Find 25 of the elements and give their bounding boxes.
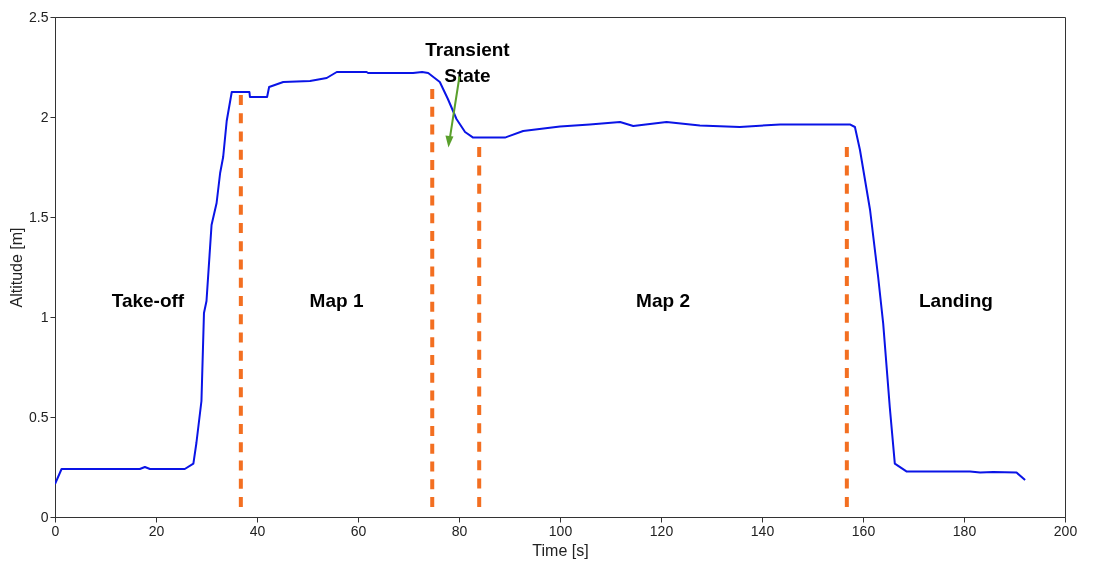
annotation: Map 1 bbox=[309, 290, 364, 311]
y-tick-label: 2.5 bbox=[29, 8, 49, 25]
y-tick-label: 2 bbox=[40, 108, 49, 125]
y-tick-label: 1 bbox=[40, 308, 49, 325]
x-tick-label: 120 bbox=[649, 522, 674, 539]
annotation: Map 2 bbox=[636, 290, 690, 311]
x-tick-label: 0 bbox=[51, 522, 60, 539]
y-tick-label: 0 bbox=[40, 508, 49, 525]
x-tick-label: 140 bbox=[750, 522, 775, 539]
annotation: Landing bbox=[918, 290, 993, 311]
annotation: Transient State bbox=[425, 38, 511, 86]
x-tick-label: 180 bbox=[952, 522, 977, 539]
x-tick-label: 160 bbox=[851, 522, 876, 539]
x-tick-label: 20 bbox=[148, 522, 165, 539]
x-axis-title: Time [s] bbox=[532, 541, 589, 559]
y-axis-title: Altitude [m] bbox=[8, 227, 26, 308]
y-tick-label: 0.5 bbox=[29, 408, 49, 425]
annotation: Take-off bbox=[111, 290, 185, 311]
y-tick-label: 1.5 bbox=[29, 208, 49, 225]
x-tick-label: 60 bbox=[350, 522, 367, 539]
x-tick-label: 200 bbox=[1053, 522, 1078, 539]
line-series bbox=[55, 71, 1027, 485]
x-tick-label: 80 bbox=[451, 522, 468, 539]
x-tick-label: 100 bbox=[548, 522, 573, 539]
x-tick-label: 40 bbox=[249, 522, 266, 539]
